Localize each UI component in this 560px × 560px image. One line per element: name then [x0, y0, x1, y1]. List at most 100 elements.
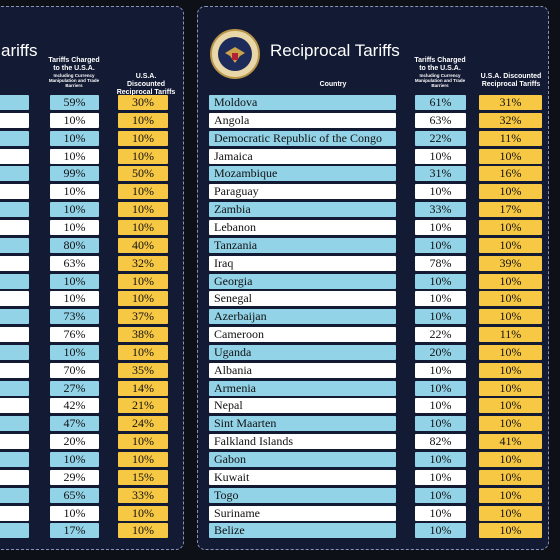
country-cell: Suriname [209, 505, 396, 521]
discounted-cell: 10% [479, 309, 542, 325]
country-cell: Angola [209, 112, 396, 128]
discounted-cell: 33% [118, 487, 168, 503]
right-panel: Reciprocal Tariffs Country Tariffs Charg… [197, 6, 549, 550]
discounted-cell: 50% [118, 166, 168, 182]
country-cell [0, 273, 29, 289]
country-cell: Nepal [209, 398, 396, 414]
country-cell [0, 362, 29, 378]
discounted-cell: 10% [118, 184, 168, 200]
country-cell [0, 291, 29, 307]
charged-cell: 10% [50, 219, 99, 235]
charged-cell: 10% [415, 273, 466, 289]
charged-cell: 61% [415, 95, 466, 110]
discounted-cell: 16% [479, 166, 542, 182]
discounted-cell: 10% [479, 505, 542, 521]
charged-cell: 10% [415, 219, 466, 235]
charged-cell: 10% [415, 523, 466, 539]
country-cell: Paraguay [209, 184, 396, 200]
country-cell: Senegal [209, 291, 396, 307]
discounted-cell: 10% [118, 523, 168, 539]
charged-cell: 10% [415, 505, 466, 521]
country-cell [0, 523, 29, 539]
country-cell: Togo [209, 487, 396, 503]
charged-cell: 10% [415, 380, 466, 396]
discounted-cell: 10% [118, 112, 168, 128]
country-cell: Lebanon [209, 219, 396, 235]
column-header: Tariffs Charged to the U.S.A. Including C… [411, 57, 469, 88]
discounted-cell: 10% [118, 344, 168, 360]
discounted-cell: 10% [479, 362, 542, 378]
seal-icon [210, 29, 260, 79]
country-cell [0, 219, 29, 235]
charged-cell: 10% [415, 291, 466, 307]
column-header: Tariffs Charged to the U.S.A. Including C… [47, 57, 101, 88]
discounted-cell: 10% [479, 398, 542, 414]
country-cell [0, 327, 29, 343]
country-cell: Iraq [209, 255, 396, 271]
country-cell [0, 255, 29, 271]
discounted-cell: 10% [118, 452, 168, 467]
charged-cell: 10% [50, 130, 99, 146]
charged-cell: 29% [50, 469, 99, 485]
discounted-cell: 10% [479, 487, 542, 503]
charged-cell: 63% [415, 112, 466, 128]
discounted-cell: 10% [118, 219, 168, 235]
discounted-cell: 10% [479, 237, 542, 253]
country-cell [0, 309, 29, 325]
discounted-cell: 11% [479, 327, 542, 343]
charged-cell: 10% [415, 362, 466, 378]
country-cell: Belize [209, 523, 396, 539]
charged-cell: 78% [415, 255, 466, 271]
charged-cell: 20% [415, 344, 466, 360]
discounted-cell: 10% [479, 469, 542, 485]
country-cell: Moldova [209, 95, 396, 110]
charged-cell: 10% [415, 416, 466, 432]
header-text: Tariffs Charged to the U.S.A. [414, 57, 466, 72]
discounted-cell: 10% [479, 184, 542, 200]
discounted-cell: 10% [118, 434, 168, 450]
header-note: Including Currency Manipulation and Trad… [414, 73, 466, 88]
charged-cell: 10% [50, 148, 99, 164]
discounted-cell: 17% [479, 202, 542, 218]
country-cell [0, 380, 29, 396]
charged-cell: 42% [50, 398, 99, 414]
discounted-cell: 10% [479, 344, 542, 360]
charged-cell: 73% [50, 309, 99, 325]
column-header: Country [319, 81, 347, 88]
charged-cell: 59% [50, 95, 99, 110]
charged-cell: 47% [50, 416, 99, 432]
country-cell [0, 166, 29, 182]
discounted-cell: 10% [118, 130, 168, 146]
discounted-cell: 10% [479, 452, 542, 467]
country-cell: Gabon [209, 452, 396, 467]
column-header: U.S.A. Discounted Reciprocal Tariffs [116, 73, 176, 96]
country-cell: Albania [209, 362, 396, 378]
country-cell: Azerbaijan [209, 309, 396, 325]
country-cell [0, 112, 29, 128]
charged-cell: 22% [415, 327, 466, 343]
charged-cell: 10% [50, 505, 99, 521]
discounted-cell: 10% [479, 416, 542, 432]
charged-cell: 82% [415, 434, 466, 450]
country-cell: Sint Maarten [209, 416, 396, 432]
charged-cell: 10% [50, 344, 99, 360]
discounted-cell: 10% [479, 273, 542, 289]
discounted-cell: 10% [118, 148, 168, 164]
discounted-cell: 10% [479, 219, 542, 235]
charged-cell: 99% [50, 166, 99, 182]
charged-cell: 10% [415, 469, 466, 485]
discounted-cell: 32% [118, 255, 168, 271]
discounted-cell: 32% [479, 112, 542, 128]
country-cell: Armenia [209, 380, 396, 396]
charged-cell: 33% [415, 202, 466, 218]
country-cell: Tanzania [209, 237, 396, 253]
discounted-cell: 21% [118, 398, 168, 414]
charged-cell: 31% [415, 166, 466, 182]
panel-title: Reciprocal Tariffs [270, 41, 400, 60]
charged-cell: 63% [50, 255, 99, 271]
charged-cell: 10% [50, 202, 99, 218]
country-cell [0, 95, 29, 110]
column-header: U.S.A. Discounted Reciprocal Tariffs [480, 73, 542, 88]
charged-cell: 10% [415, 184, 466, 200]
country-cell [0, 184, 29, 200]
